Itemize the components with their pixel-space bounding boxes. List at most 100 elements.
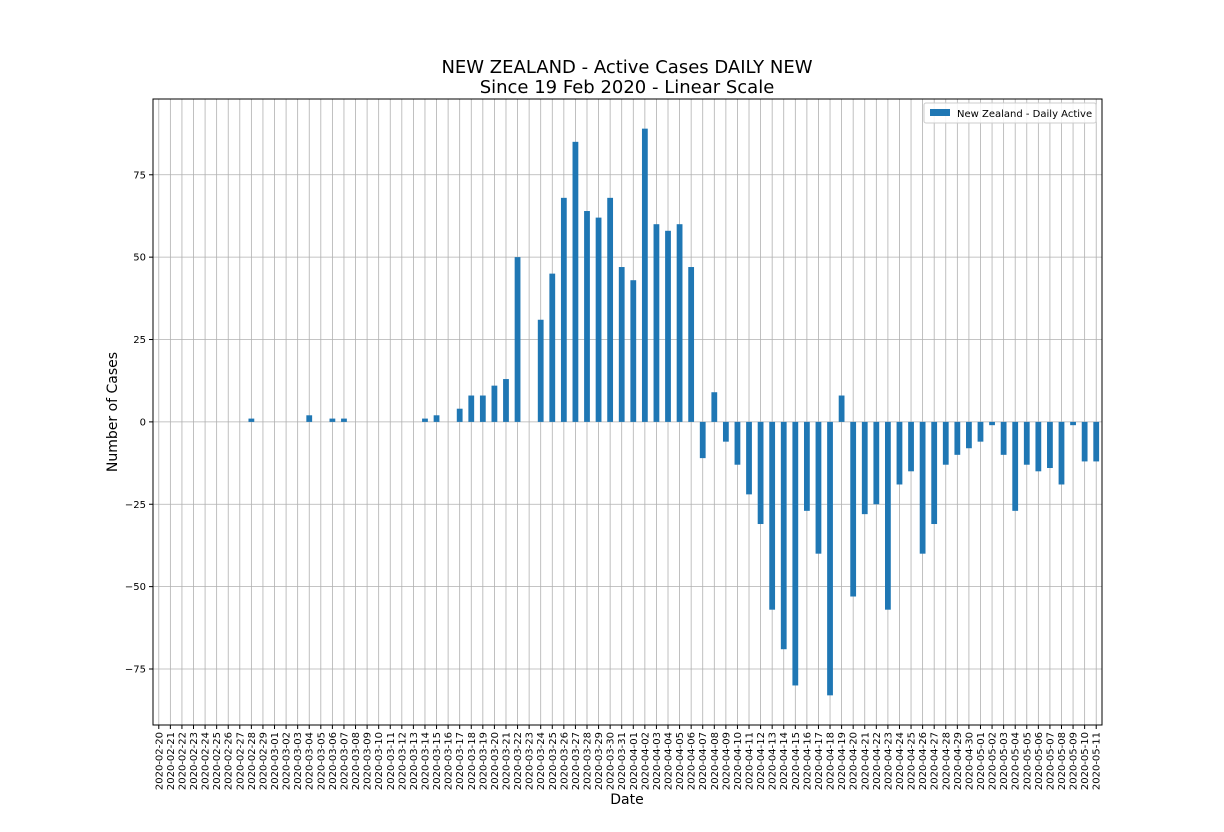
grid-lines	[153, 99, 1102, 725]
bar	[607, 197, 614, 422]
y-tick-label: 50	[133, 253, 146, 264]
x-tick-label: 2020-03-30	[606, 732, 617, 790]
x-tick-label: 2020-04-04	[664, 732, 675, 790]
legend-label: New Zealand - Daily Active	[957, 109, 1092, 120]
x-tick-label: 2020-02-24	[201, 732, 212, 790]
x-tick-label: 2020-03-26	[559, 732, 570, 790]
x-tick-label: 2020-02-22	[177, 732, 188, 790]
bar	[1081, 421, 1088, 462]
x-tick-label: 2020-04-24	[895, 732, 906, 790]
x-tick-label: 2020-05-10	[1080, 732, 1091, 790]
x-tick-label: 2020-04-10	[733, 732, 744, 790]
x-tick-label: 2020-03-24	[536, 732, 547, 790]
x-tick-label: 2020-05-01	[976, 732, 987, 790]
x-tick-label: 2020-03-29	[594, 732, 605, 790]
y-tick-label: 25	[133, 335, 146, 346]
x-tick-label: 2020-04-25	[907, 732, 918, 790]
bar	[665, 230, 671, 422]
x-tick-label: 2020-03-16	[444, 732, 455, 790]
bar	[1058, 421, 1065, 485]
bar	[595, 217, 602, 422]
bar	[931, 421, 938, 525]
x-tick-label: 2020-03-12	[397, 732, 408, 790]
y-tick-label: −25	[125, 500, 146, 511]
x-tick-label: 2020-04-01	[629, 732, 640, 790]
x-axis-label: Date	[610, 792, 643, 808]
x-tick-label: 2020-03-14	[420, 732, 431, 790]
bar	[954, 421, 961, 455]
bar	[503, 379, 509, 422]
bar	[1035, 421, 1042, 472]
bar	[433, 415, 440, 422]
x-tick-label: 2020-04-13	[768, 732, 779, 790]
bar	[838, 395, 845, 422]
x-tick-label: 2020-03-21	[501, 732, 512, 790]
legend-swatch	[930, 109, 950, 116]
bar	[537, 319, 544, 422]
x-tick-label: 2020-04-14	[779, 732, 790, 790]
bar	[989, 421, 995, 426]
x-tick-label: 2020-03-06	[328, 732, 339, 790]
x-tick-label: 2020-02-28	[247, 732, 258, 790]
x-axis-ticks: 2020-02-20 2020-02-21 2020-02-22 2020-02-23…	[154, 725, 1103, 790]
x-tick-label: 2020-05-03	[999, 732, 1010, 790]
x-tick-label: 2020-03-05	[316, 732, 327, 790]
x-tick-label: 2020-04-05	[675, 732, 686, 790]
bar	[769, 421, 776, 610]
bar	[861, 421, 868, 515]
bar	[966, 421, 972, 449]
bar	[780, 421, 787, 650]
x-tick-label: 2020-03-03	[293, 732, 304, 790]
x-tick-label: 2020-04-26	[918, 732, 929, 790]
x-tick-label: 2020-04-12	[756, 732, 767, 790]
x-tick-label: 2020-05-09	[1069, 732, 1080, 790]
bar	[711, 392, 718, 422]
bar	[1012, 421, 1019, 511]
x-tick-label: 2020-04-29	[953, 732, 964, 790]
x-tick-label: 2020-04-18	[826, 732, 837, 790]
bar	[491, 385, 498, 422]
x-tick-label: 2020-04-19	[837, 732, 848, 790]
x-tick-label: 2020-04-22	[872, 732, 883, 790]
x-tick-label: 2020-02-27	[235, 732, 246, 790]
x-tick-label: 2020-05-04	[1011, 732, 1022, 790]
bar	[699, 421, 706, 459]
x-tick-label: 2020-02-25	[212, 732, 223, 790]
x-tick-label: 2020-03-28	[582, 732, 593, 790]
x-tick-label: 2020-04-17	[814, 732, 825, 790]
x-tick-label: 2020-04-27	[930, 732, 941, 790]
bar	[688, 267, 695, 422]
x-tick-label: 2020-03-23	[525, 732, 536, 790]
x-tick-label: 2020-03-09	[363, 732, 374, 790]
x-tick-label: 2020-03-10	[374, 732, 385, 790]
bar	[746, 421, 752, 495]
x-tick-label: 2020-05-05	[1022, 732, 1033, 790]
x-tick-label: 2020-04-03	[652, 732, 663, 790]
x-tick-label: 2020-04-07	[698, 732, 709, 790]
x-tick-label: 2020-03-15	[432, 732, 443, 790]
bar	[977, 421, 984, 442]
x-tick-label: 2020-05-06	[1034, 732, 1045, 790]
x-tick-label: 2020-03-22	[513, 732, 524, 790]
plot-frame	[152, 98, 1103, 726]
x-tick-label: 2020-03-04	[305, 732, 316, 790]
bar	[422, 418, 428, 422]
x-tick-label: 2020-04-30	[964, 732, 975, 790]
x-tick-label: 2020-04-11	[745, 732, 756, 790]
x-tick-label: 2020-03-11	[386, 732, 397, 790]
chart-title: NEW ZEALAND - Active Cases DAILY NEW	[441, 57, 812, 78]
bar	[456, 408, 463, 422]
x-tick-label: 2020-03-27	[571, 732, 582, 790]
x-tick-label: 2020-02-23	[189, 732, 200, 790]
x-tick-label: 2020-02-20	[154, 732, 165, 790]
x-tick-label: 2020-03-31	[617, 732, 628, 790]
bar-series	[248, 128, 1100, 696]
bar	[479, 395, 486, 422]
bar	[885, 421, 891, 610]
x-tick-label: 2020-04-08	[710, 732, 721, 790]
y-axis-ticks: 75 50 25 0 −25 −50 −75	[125, 170, 153, 675]
x-tick-label: 2020-03-13	[409, 732, 420, 790]
x-tick-label: 2020-03-08	[351, 732, 362, 790]
x-tick-label: 2020-04-02	[640, 732, 651, 790]
